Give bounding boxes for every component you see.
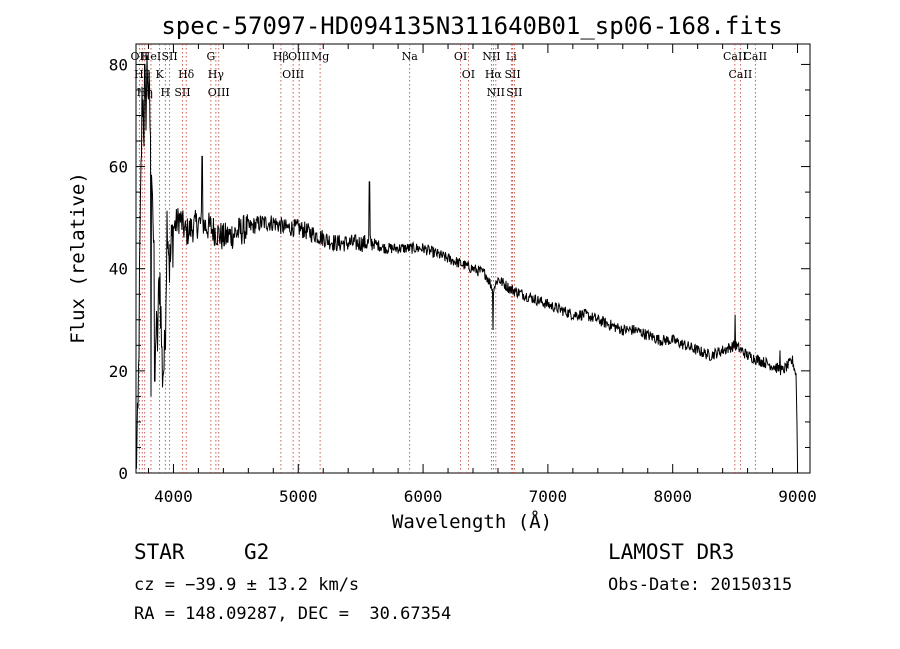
object-class: STAR <box>134 540 185 564</box>
line-label: NII <box>487 86 505 99</box>
survey-name: LAMOST DR3 <box>608 540 735 564</box>
x-tick-label: 4000 <box>154 487 193 506</box>
line-label: Na <box>402 50 419 63</box>
line-label: OI <box>454 50 467 63</box>
x-tick-label: 6000 <box>404 487 443 506</box>
y-tick-label: 0 <box>118 464 128 483</box>
line-label: HeI <box>141 50 161 63</box>
line-label: OI <box>462 68 475 81</box>
x-tick-label: 9000 <box>778 487 817 506</box>
plot-frame <box>135 43 811 474</box>
x-axis-label: Wavelength (Å) <box>392 510 552 533</box>
line-label: CaII <box>743 50 767 63</box>
y-axis-ticks: 0 20 40 60 80 <box>109 55 810 483</box>
x-tick-label: 8000 <box>653 487 692 506</box>
line-label: SII <box>506 86 522 99</box>
line-label: Hγ <box>208 68 225 81</box>
y-tick-label: 20 <box>109 362 128 381</box>
line-label: G <box>206 50 215 63</box>
line-label: SII <box>504 68 520 81</box>
line-label: OIII <box>288 50 310 63</box>
y-tick-label: 40 <box>109 260 128 279</box>
line-label: Hβ <box>273 50 289 63</box>
emission-line-markers <box>138 44 756 473</box>
x-tick-label: 7000 <box>529 487 568 506</box>
flux-series-line <box>135 55 798 469</box>
line-label: SII <box>161 50 177 63</box>
line-label: Li <box>506 50 517 63</box>
coordinates: RA = 148.09287, DEC = 30.67354 <box>134 604 452 624</box>
line-label: OII <box>131 50 149 63</box>
y-tick-label: 80 <box>109 55 128 74</box>
line-label: CaII <box>723 50 747 63</box>
line-label: Hδ <box>178 68 195 81</box>
observation-date: Obs-Date: 20150315 <box>608 575 793 595</box>
chart-title: spec-57097-HD094135N311640B01_sp06-168.f… <box>161 12 782 40</box>
y-tick-label: 60 <box>109 158 128 177</box>
line-label: Hα <box>485 68 503 81</box>
line-label: OIII <box>282 68 304 81</box>
x-tick-label: 5000 <box>279 487 318 506</box>
line-label: K <box>155 68 164 81</box>
line-label: Mg <box>311 50 329 63</box>
y-axis-label: Flux (relative) <box>67 172 89 344</box>
line-label: SII <box>174 86 190 99</box>
x-axis-ticks: 4000 5000 6000 7000 8000 9000 <box>147 44 817 506</box>
object-subclass: G2 <box>244 540 270 564</box>
line-label: CaII <box>729 68 753 81</box>
line-label: Hθ <box>134 68 151 81</box>
line-label: H <box>161 86 171 99</box>
line-label: OIII <box>208 86 230 99</box>
redshift-velocity: cz = −39.9 ± 13.2 km/s <box>134 575 360 595</box>
line-label: NII <box>482 50 500 63</box>
